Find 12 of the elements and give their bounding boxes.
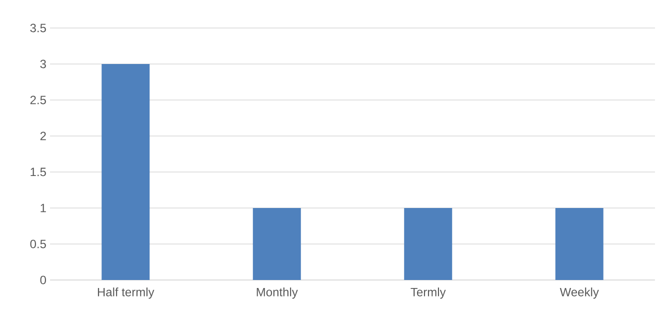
- y-tick-label: 0.5: [30, 240, 46, 248]
- y-tick-label: 1.5: [30, 168, 46, 176]
- y-tick-label: 2.5: [30, 96, 46, 104]
- x-tick-label: Half termly: [98, 288, 154, 299]
- y-tick-label: 1: [40, 204, 46, 212]
- y-tick-label: 2: [40, 132, 46, 140]
- y-tick-label: 3.5: [30, 24, 46, 32]
- x-tick-label: Termly: [410, 288, 446, 299]
- x-tick-label: Monthly: [256, 288, 298, 299]
- x-tick-label: Weekly: [560, 288, 599, 299]
- y-tick-label: 3: [40, 60, 46, 68]
- y-tick-label: 0: [40, 276, 46, 284]
